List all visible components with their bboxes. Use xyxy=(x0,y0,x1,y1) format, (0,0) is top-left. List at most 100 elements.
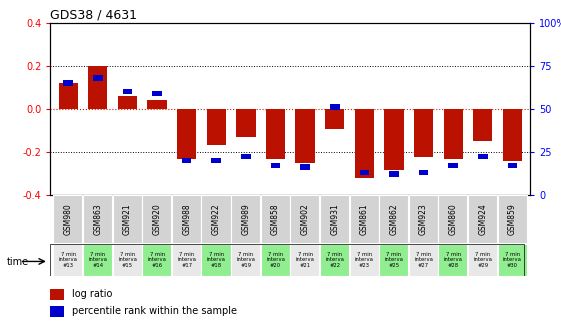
Bar xyxy=(201,195,231,243)
Text: GSM859: GSM859 xyxy=(508,203,517,235)
Text: 7 min
interva
#19: 7 min interva #19 xyxy=(237,252,255,268)
Text: GSM924: GSM924 xyxy=(479,203,488,235)
Bar xyxy=(236,109,255,137)
Bar xyxy=(271,163,280,168)
Bar xyxy=(498,195,527,243)
Bar xyxy=(231,195,260,243)
Bar xyxy=(473,109,493,141)
Bar xyxy=(478,154,488,160)
Text: 7 min
interva
#23: 7 min interva #23 xyxy=(355,252,374,268)
Bar xyxy=(320,244,349,276)
Text: 7 min
interva
#21: 7 min interva #21 xyxy=(296,252,315,268)
Bar xyxy=(320,195,349,243)
Bar xyxy=(83,244,112,276)
Text: GSM858: GSM858 xyxy=(271,203,280,235)
Bar xyxy=(142,244,171,276)
Bar xyxy=(409,195,438,243)
Text: 7 min
interva
#18: 7 min interva #18 xyxy=(207,252,226,268)
Bar xyxy=(468,244,497,276)
Bar xyxy=(88,66,108,109)
Bar xyxy=(291,244,319,276)
Bar xyxy=(172,195,201,243)
Text: GSM923: GSM923 xyxy=(419,203,428,235)
Bar xyxy=(379,195,408,243)
Bar xyxy=(53,244,82,276)
Text: 7 min
interva
#13: 7 min interva #13 xyxy=(59,252,77,268)
Bar xyxy=(414,109,433,157)
Bar xyxy=(50,306,64,317)
Bar xyxy=(172,244,201,276)
Bar xyxy=(508,163,517,168)
Text: 7 min
interva
#25: 7 min interva #25 xyxy=(384,252,403,268)
Text: GSM922: GSM922 xyxy=(212,203,221,235)
Text: 7 min
interva
#14: 7 min interva #14 xyxy=(89,252,107,268)
Bar xyxy=(118,96,137,109)
Bar xyxy=(83,195,112,243)
Bar xyxy=(468,195,497,243)
Bar xyxy=(63,80,73,86)
Bar xyxy=(206,109,226,145)
Bar xyxy=(113,195,142,243)
Bar xyxy=(438,195,467,243)
Bar xyxy=(123,89,132,94)
Text: 7 min
interva
#20: 7 min interva #20 xyxy=(266,252,285,268)
Bar xyxy=(355,109,374,179)
Bar xyxy=(182,158,191,163)
Text: GSM860: GSM860 xyxy=(449,203,458,235)
Text: log ratio: log ratio xyxy=(72,289,113,300)
Bar xyxy=(379,244,408,276)
Text: GSM989: GSM989 xyxy=(241,203,250,235)
Bar xyxy=(300,164,310,170)
Bar xyxy=(325,109,344,129)
Text: 7 min
interva
#15: 7 min interva #15 xyxy=(118,252,137,268)
Text: percentile rank within the sample: percentile rank within the sample xyxy=(72,306,237,317)
Bar xyxy=(389,171,399,177)
Bar xyxy=(444,109,463,159)
Text: GSM921: GSM921 xyxy=(123,203,132,235)
Bar xyxy=(241,154,251,160)
Text: GSM920: GSM920 xyxy=(153,203,162,235)
Bar xyxy=(330,104,339,110)
Text: 7 min
interva
#28: 7 min interva #28 xyxy=(444,252,463,268)
Text: GSM902: GSM902 xyxy=(301,203,310,235)
Text: 7 min
interva
#16: 7 min interva #16 xyxy=(148,252,167,268)
Bar xyxy=(59,83,78,109)
Text: time: time xyxy=(7,257,29,267)
Bar xyxy=(93,75,103,80)
Bar xyxy=(419,170,429,175)
Text: GSM863: GSM863 xyxy=(93,203,102,235)
Bar xyxy=(266,109,285,159)
Text: 7 min
interva
#17: 7 min interva #17 xyxy=(177,252,196,268)
Bar xyxy=(53,195,82,243)
Bar xyxy=(498,244,527,276)
Bar xyxy=(201,244,231,276)
Bar xyxy=(177,109,196,159)
Bar xyxy=(438,244,467,276)
Bar xyxy=(409,244,438,276)
Bar xyxy=(261,244,289,276)
Text: GSM988: GSM988 xyxy=(182,203,191,235)
Bar xyxy=(113,244,142,276)
Bar xyxy=(384,109,403,170)
Bar xyxy=(503,109,522,161)
Text: GSM980: GSM980 xyxy=(64,203,73,235)
Text: 7 min
interva
#27: 7 min interva #27 xyxy=(414,252,433,268)
Text: GSM931: GSM931 xyxy=(330,203,339,235)
Bar xyxy=(211,158,221,163)
Bar xyxy=(291,195,319,243)
Text: 7 min
interva
#22: 7 min interva #22 xyxy=(325,252,344,268)
Bar xyxy=(261,195,289,243)
Bar xyxy=(50,289,64,300)
Text: 7 min
interva
#30: 7 min interva #30 xyxy=(503,252,522,268)
Bar xyxy=(360,170,369,175)
Text: GSM862: GSM862 xyxy=(389,203,398,235)
Bar xyxy=(142,195,171,243)
Bar xyxy=(350,244,379,276)
Bar xyxy=(448,163,458,168)
Bar xyxy=(350,195,379,243)
Bar xyxy=(231,244,260,276)
Bar xyxy=(152,91,162,96)
Bar xyxy=(296,109,315,164)
Text: 7 min
interva
#29: 7 min interva #29 xyxy=(473,252,492,268)
Bar xyxy=(148,100,167,109)
